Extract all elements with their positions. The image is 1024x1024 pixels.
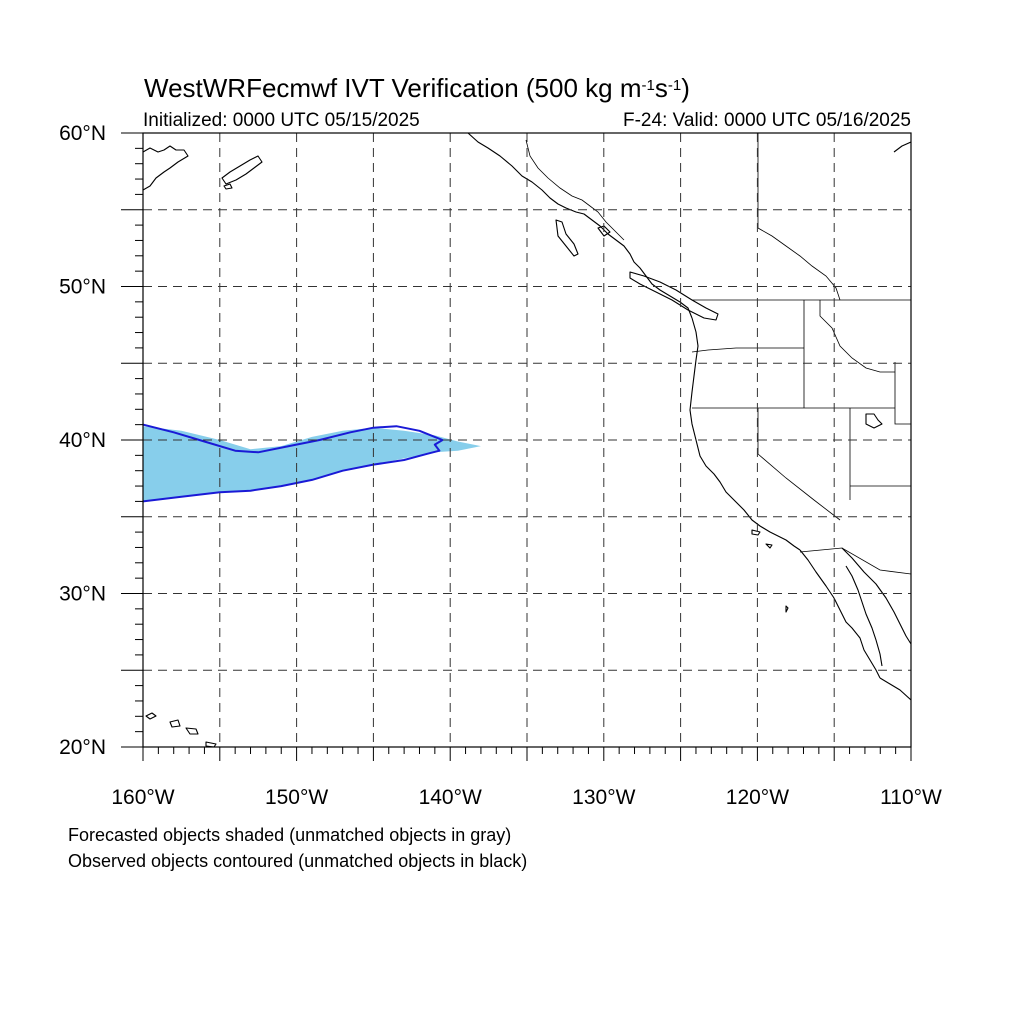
island-vancouver [629,271,719,321]
island-channel-1 [751,529,761,536]
coastline-us-west [689,317,801,551]
island-maui [185,727,199,735]
observed-caption: Observed objects contoured (unmatched ob… [68,851,528,871]
island-haida-gwaii [555,219,579,257]
valid-time-label: F-24: Valid: 0000 UTC 05/16/2025 [623,110,911,131]
border-ca-nv [757,408,841,521]
border-canada-provinces [757,133,841,301]
axis-labels-layer: 160°W 150°W 140°W 130°W 120°W 110°W 60°N 50°N 40… [59,122,942,809]
coastline-mexico-south [879,677,911,701]
island-alaska-small [223,183,233,190]
coastline-layer [143,133,911,747]
graticule-layer [143,133,911,747]
border-ut-co [894,362,911,425]
y-tick-label: 40°N [59,429,106,452]
initialized-label: Initialized: 0000 UTC 05/15/2025 [143,110,420,131]
ivt-objects-layer [143,423,481,503]
y-tick-label: 30°N [59,583,106,606]
great-salt-lake [865,413,883,429]
border-idaho [803,300,895,408]
coastline-hudson-fragment [893,141,911,153]
y-tick-label: 60°N [59,122,106,145]
border-wa-or [691,347,804,353]
island-bc-small [597,225,611,237]
y-tick-label: 20°N [59,736,106,759]
x-tick-label: 130°W [572,786,635,809]
island-kodiak [221,155,263,185]
coastline-alaska-sw [143,145,189,191]
y-tick-label: 50°N [59,276,106,299]
forecast-ivt-object [143,426,481,502]
coastline-baja-east [845,565,883,667]
island-channel-2 [765,543,773,549]
x-tick-label: 120°W [726,786,789,809]
border-us-mexico [799,547,911,575]
map-title: WestWRFecmwf IVT Verification (500 kg m-… [144,73,690,103]
coastline-mexico-west [841,547,911,645]
island-oahu [169,719,181,728]
x-tick-label: 140°W [419,786,482,809]
political-borders-layer [525,133,911,575]
axis-ticks-layer [121,132,912,761]
island-hawaii [205,741,217,747]
x-tick-label: 110°W [880,786,942,809]
coastline-alaska-panhandle [467,133,693,319]
border-alaska-canada [525,139,625,241]
coastline-baja-west [799,549,881,679]
observed-ivt-contour [143,423,444,503]
x-tick-label: 160°W [111,786,174,809]
island-guadalupe [785,605,789,613]
forecast-caption: Forecasted objects shaded (unmatched obj… [68,825,512,845]
island-kauai [145,712,157,720]
x-tick-label: 150°W [265,786,328,809]
